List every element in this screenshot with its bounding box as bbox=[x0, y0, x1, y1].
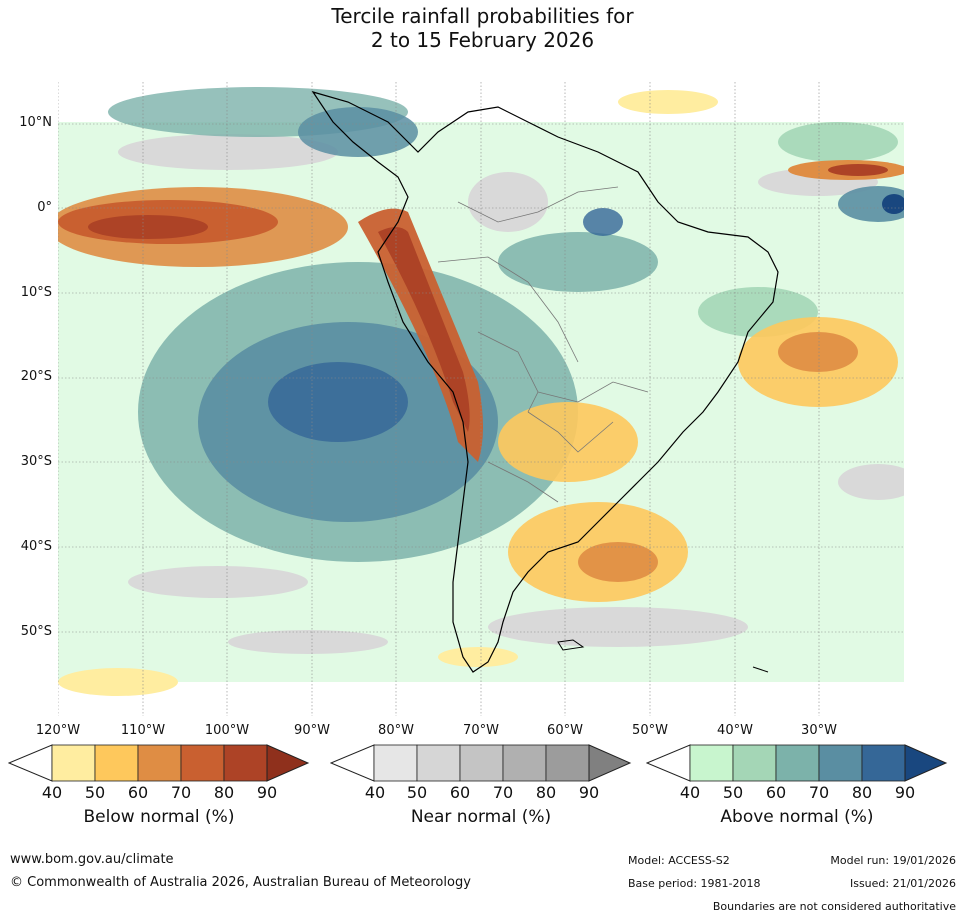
lat-label-10n: 10°N bbox=[19, 115, 52, 130]
below-tick-40: 40 bbox=[41, 783, 63, 802]
model-run-text: Model run: 19/01/2026 bbox=[830, 854, 956, 867]
swatch-above-80 bbox=[861, 744, 906, 782]
colorbar-near-normal bbox=[330, 744, 632, 782]
disclaimer-text: Boundaries are not considered authoritat… bbox=[712, 900, 956, 913]
below-normal-title: Below normal (%) bbox=[83, 807, 235, 827]
lon-label-70w: 70°W bbox=[463, 723, 499, 738]
swatch-below-70 bbox=[180, 744, 225, 782]
swatch-below-80 bbox=[223, 744, 268, 782]
lat-label-40s: 40°S bbox=[20, 539, 52, 554]
swatch-near-80 bbox=[545, 744, 590, 782]
title-line-1: Tercile rainfall probabilities for bbox=[331, 4, 634, 28]
swatch-near-70 bbox=[502, 744, 547, 782]
map-title: Tercile rainfall probabilities for 2 to … bbox=[0, 4, 965, 52]
lat-label-0: 0° bbox=[37, 200, 52, 215]
lon-label-40w: 40°W bbox=[717, 723, 753, 738]
below-tick-90: 90 bbox=[256, 783, 278, 802]
issued-text: Issued: 21/01/2026 bbox=[849, 877, 956, 890]
lat-label-20s: 20°S bbox=[20, 369, 52, 384]
lat-label-50s: 50°S bbox=[20, 624, 52, 639]
below-tick-70: 70 bbox=[170, 783, 192, 802]
below-normal-areas bbox=[58, 90, 904, 696]
above-tick-50: 50 bbox=[722, 783, 744, 802]
lon-label-100w: 100°W bbox=[204, 723, 250, 738]
near-normal-title: Near normal (%) bbox=[410, 807, 552, 827]
colorbar-below-normal bbox=[8, 744, 310, 782]
above-normal-title: Above normal (%) bbox=[720, 807, 874, 827]
lon-label-30w: 30°W bbox=[801, 723, 837, 738]
near-tick-90: 90 bbox=[578, 783, 600, 802]
lon-label-50w: 50°W bbox=[632, 723, 668, 738]
swatch-above-40 bbox=[689, 744, 734, 782]
below-tick-80: 80 bbox=[213, 783, 235, 802]
above-normal-areas bbox=[108, 87, 904, 562]
south-america-coastline bbox=[311, 90, 779, 673]
near-tick-60: 60 bbox=[449, 783, 471, 802]
near-tick-80: 80 bbox=[535, 783, 557, 802]
title-line-2: 2 to 15 February 2026 bbox=[370, 28, 595, 52]
rainfall-probability-map bbox=[58, 82, 904, 716]
website-link[interactable]: www.bom.gov.au/climate bbox=[10, 852, 174, 867]
above-tick-80: 80 bbox=[851, 783, 873, 802]
lat-label-10s: 10°S bbox=[20, 285, 52, 300]
base-period-text: Base period: 1981-2018 bbox=[628, 877, 761, 890]
graticule bbox=[58, 82, 904, 716]
copyright-text: © Commonwealth of Australia 2026, Austra… bbox=[10, 875, 471, 890]
swatch-above-70 bbox=[818, 744, 863, 782]
swatch-above-60 bbox=[775, 744, 820, 782]
below-tick-60: 60 bbox=[127, 783, 149, 802]
above-tick-70: 70 bbox=[808, 783, 830, 802]
lon-label-90w: 90°W bbox=[294, 723, 330, 738]
swatch-near-50 bbox=[416, 744, 461, 782]
swatch-below-50 bbox=[94, 744, 139, 782]
swatch-below-40 bbox=[51, 744, 96, 782]
country-boundaries bbox=[437, 186, 649, 503]
model-text: Model: ACCESS-S2 bbox=[628, 854, 730, 867]
swatch-below-60 bbox=[137, 744, 182, 782]
lat-label-30s: 30°S bbox=[20, 454, 52, 469]
swatch-near-40 bbox=[373, 744, 418, 782]
lon-label-110w: 110°W bbox=[120, 723, 166, 738]
swatch-near-60 bbox=[459, 744, 504, 782]
lon-label-80w: 80°W bbox=[378, 723, 414, 738]
above-tick-40: 40 bbox=[679, 783, 701, 802]
near-tick-40: 40 bbox=[364, 783, 386, 802]
swatch-above-50 bbox=[732, 744, 777, 782]
swatch-above-90 bbox=[904, 744, 948, 782]
swatch-near-90 bbox=[588, 744, 632, 782]
swatch-below-90 bbox=[266, 744, 310, 782]
colorbar-above-normal bbox=[646, 744, 948, 782]
south-georgia bbox=[752, 666, 769, 673]
lon-label-120w: 120°W bbox=[35, 723, 81, 738]
above-tick-90: 90 bbox=[894, 783, 916, 802]
above-tick-60: 60 bbox=[765, 783, 787, 802]
below-tick-50: 50 bbox=[84, 783, 106, 802]
falkland-islands bbox=[557, 639, 585, 651]
lon-label-60w: 60°W bbox=[547, 723, 583, 738]
near-tick-50: 50 bbox=[406, 783, 428, 802]
near-tick-70: 70 bbox=[492, 783, 514, 802]
